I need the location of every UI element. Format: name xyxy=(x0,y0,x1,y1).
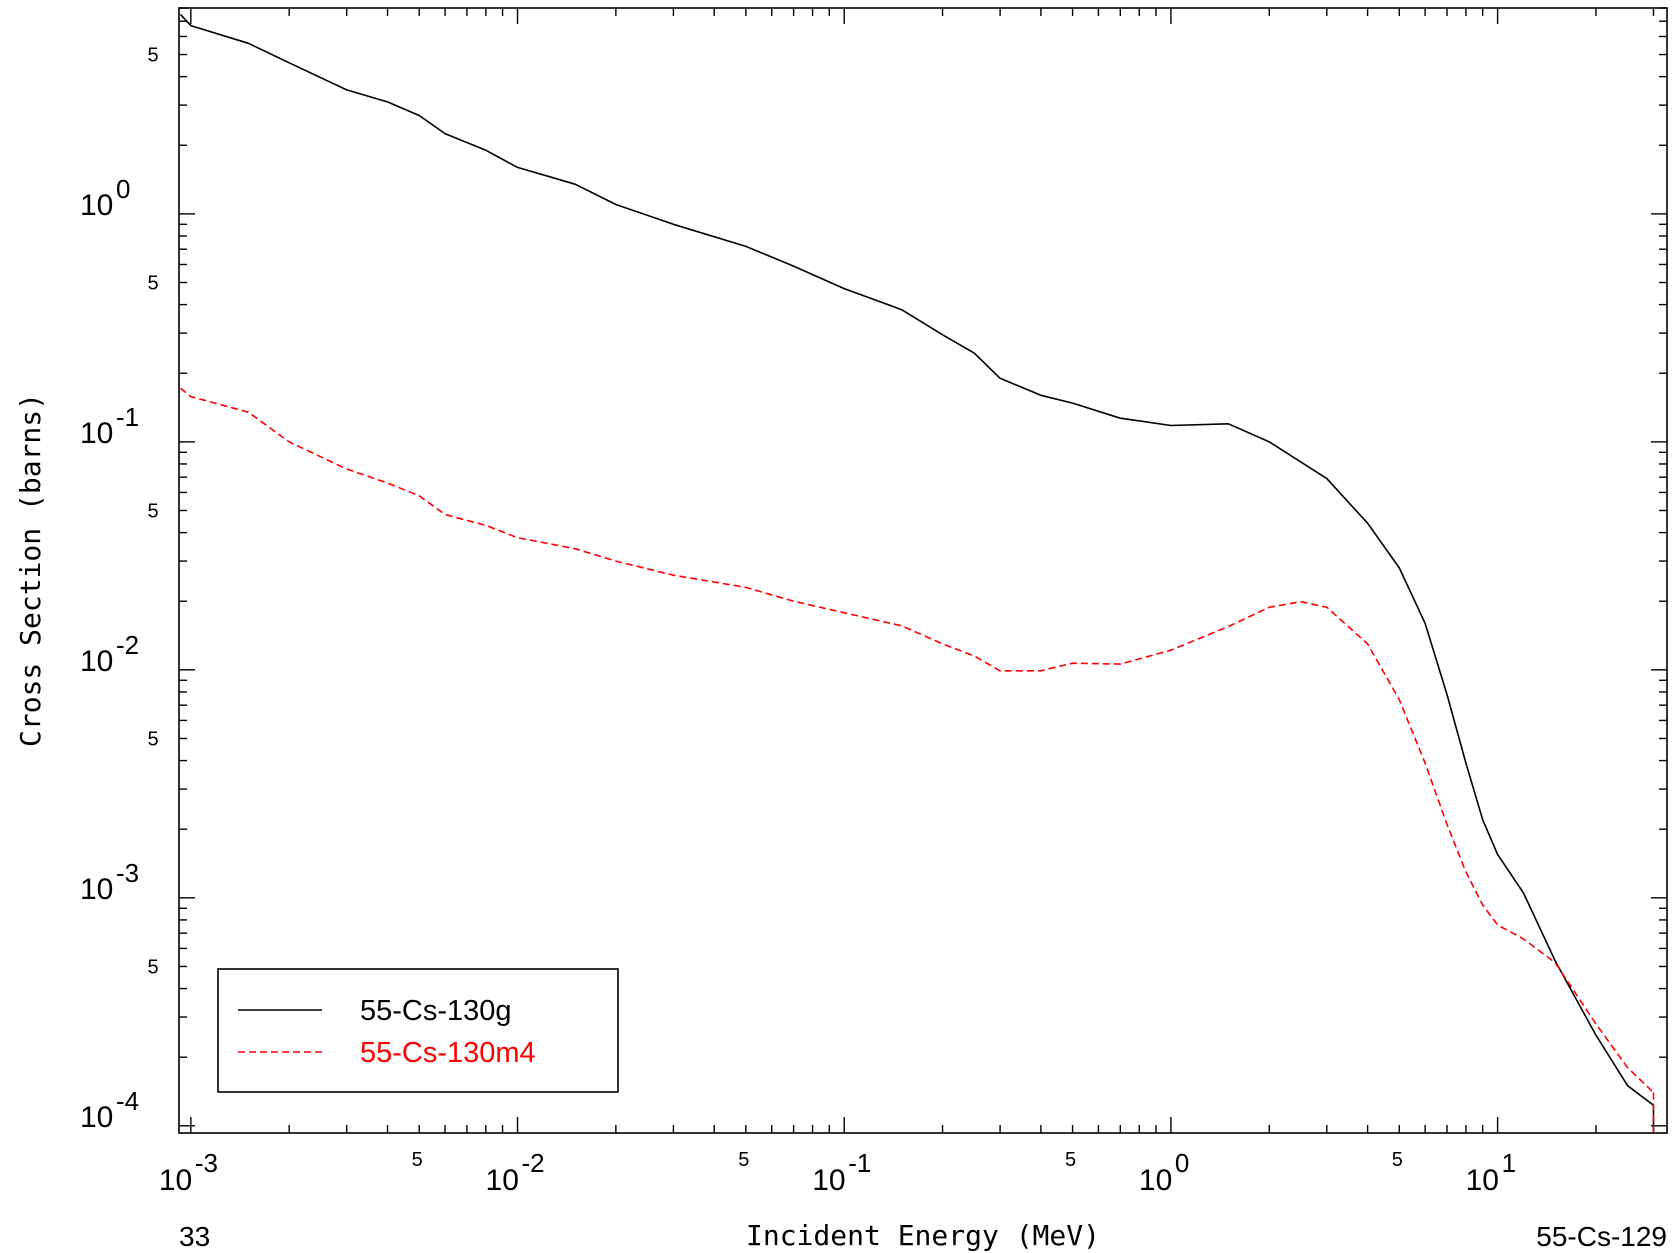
x-tick-label: 10-2 xyxy=(486,1148,545,1197)
footer-right-label: 55-Cs-129 xyxy=(1536,1221,1667,1252)
x-tick-label-base: 10 xyxy=(159,1164,192,1197)
x-tick-label-exponent: -3 xyxy=(195,1148,218,1178)
y-minor-tick-label: 5 xyxy=(147,728,158,750)
y-minor-tick-label: 5 xyxy=(147,273,158,295)
legend-label-series-1: 55-Cs-130g xyxy=(360,995,512,1027)
y-minor-tick-label: 5 xyxy=(147,500,158,522)
series-layer xyxy=(179,13,1655,1133)
x-tick-label: 100 xyxy=(1139,1148,1189,1197)
y-tick-label: 10 -4 xyxy=(80,1086,139,1134)
x-axis-label: Incident Energy (MeV) xyxy=(746,1219,1100,1252)
y-tick-label-exponent: -3 xyxy=(116,858,139,888)
y-tick-label-base: 10 xyxy=(80,189,113,222)
x-tick-label-exponent: 0 xyxy=(1175,1148,1189,1178)
y-tick-label-exponent: -1 xyxy=(116,402,139,432)
y-tick-label: 10 -1 xyxy=(80,402,139,450)
y-tick-label-base: 10 xyxy=(80,1101,113,1134)
y-tick-label: 10 -3 xyxy=(80,858,139,906)
plot-area xyxy=(178,7,1668,1134)
x-tick-label-exponent: -1 xyxy=(848,1148,871,1178)
x-tick-label-base: 10 xyxy=(812,1164,845,1197)
footer-left-label: 33 xyxy=(179,1221,210,1252)
x-tick-label-base: 10 xyxy=(1466,1164,1499,1197)
x-tick-label: 10-3 xyxy=(159,1148,218,1197)
y-axis-label: Cross Section (barns) xyxy=(14,393,47,747)
y-tick-label-base: 10 xyxy=(80,417,113,450)
x-tick-label-base: 10 xyxy=(486,1164,519,1197)
x-tick-label-exponent: 1 xyxy=(1502,1148,1516,1178)
series-line-1 xyxy=(179,13,1654,1106)
x-minor-tick-label: 5 xyxy=(738,1149,749,1171)
y-tick-label-base: 10 xyxy=(80,873,113,906)
y-tick-label: 10 -2 xyxy=(80,630,139,678)
y-tick-label-base: 10 xyxy=(80,645,113,678)
x-tick-label: 10-1 xyxy=(812,1148,871,1197)
x-tick-label-base: 10 xyxy=(1139,1164,1172,1197)
x-minor-tick-label: 5 xyxy=(1065,1149,1076,1171)
y-tick-label-exponent: -2 xyxy=(116,630,139,660)
y-tick-label: 10 0 xyxy=(80,174,130,222)
x-minor-tick-label: 5 xyxy=(412,1149,423,1171)
y-tick-label-exponent: -4 xyxy=(116,1086,139,1116)
y-minor-tick-label: 5 xyxy=(147,45,158,67)
x-tick-label: 101 xyxy=(1466,1148,1516,1197)
legend-box xyxy=(217,968,619,1093)
legend-label-series-2: 55-Cs-130m4 xyxy=(360,1037,536,1069)
series-line-2 xyxy=(179,387,1655,1094)
legend: 55-Cs-130g 55-Cs-130m4 xyxy=(217,968,619,1093)
y-minor-tick-label: 5 xyxy=(147,956,158,978)
x-minor-tick-label: 5 xyxy=(1392,1149,1403,1171)
x-tick-label-exponent: -2 xyxy=(522,1148,545,1178)
axis-ticks xyxy=(179,7,1667,1133)
y-tick-label-exponent: 0 xyxy=(116,174,130,204)
